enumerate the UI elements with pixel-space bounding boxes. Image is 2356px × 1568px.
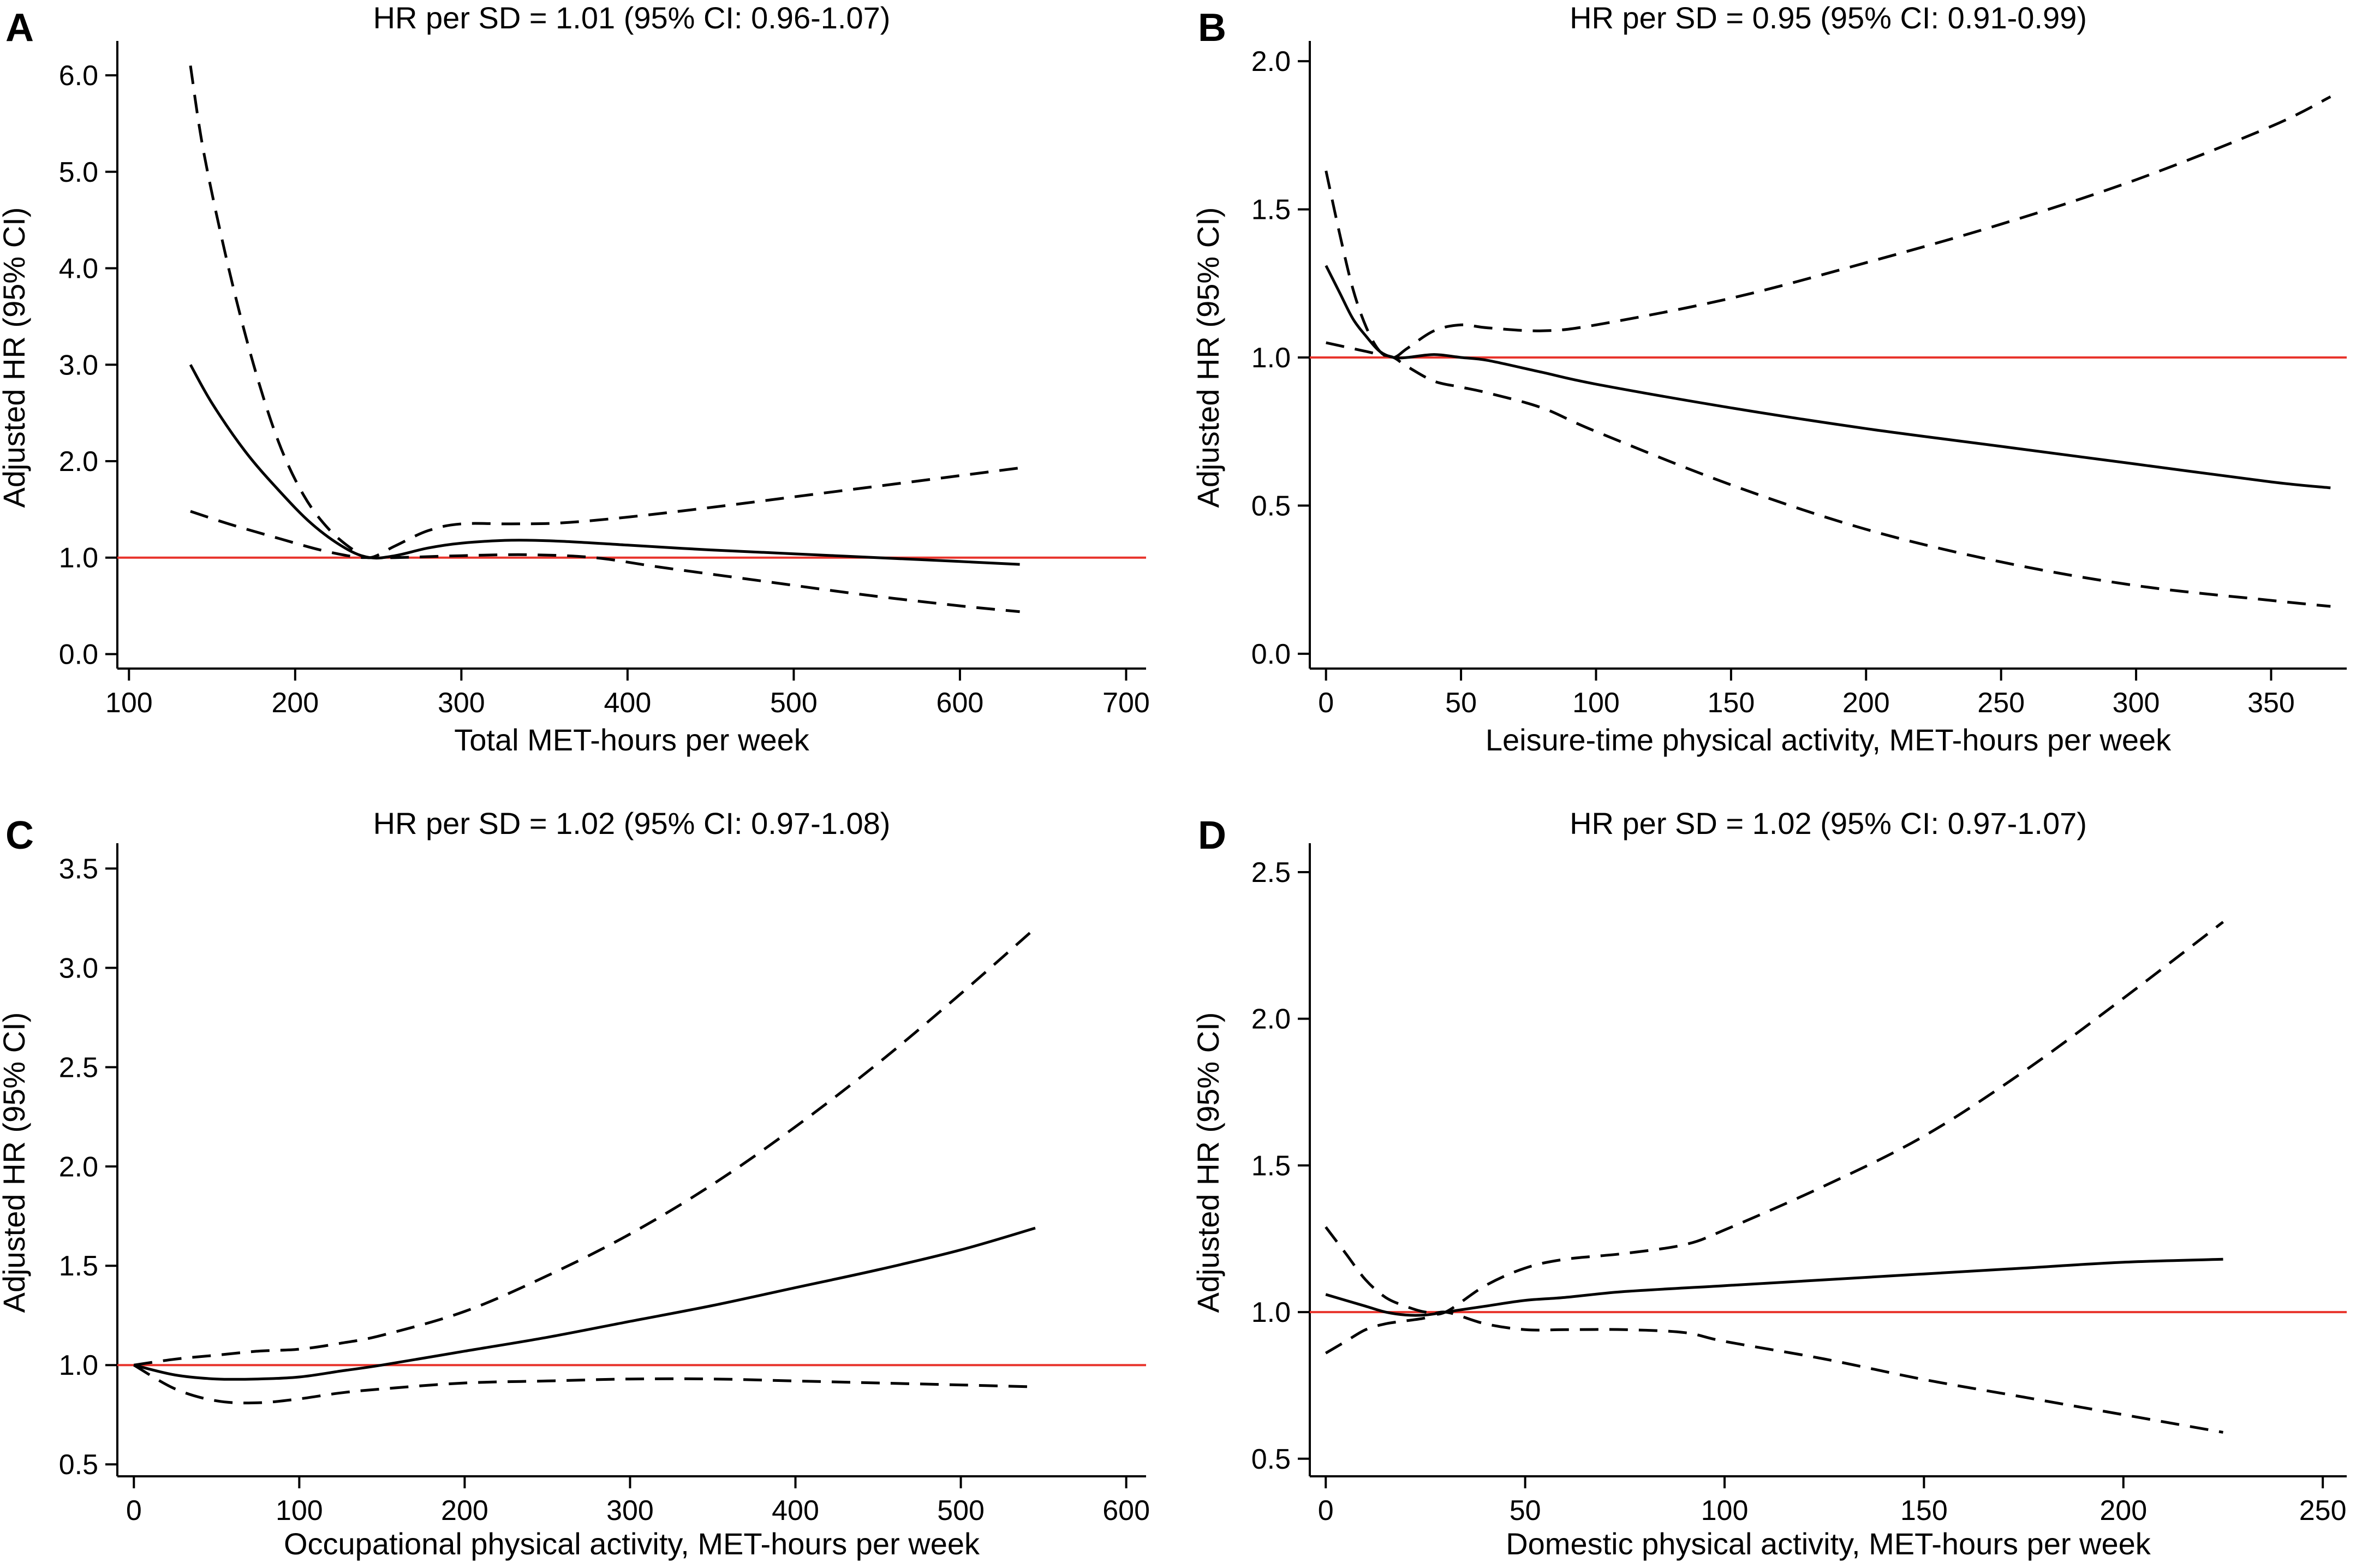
y-tick-label-c: 0.5 <box>59 1449 98 1481</box>
x-tick-label-c: 0 <box>126 1495 142 1527</box>
panel-title-c: HR per SD = 1.02 (95% CI: 0.97-1.08) <box>373 806 891 840</box>
x-tick-label-b: 0 <box>1318 687 1334 719</box>
y-axis-label-c: Adjusted HR (95% CI) <box>0 1012 31 1313</box>
lower-ci-line-b <box>1326 341 2331 608</box>
y-tick-label-d: 1.0 <box>1251 1297 1291 1328</box>
y-tick-label-d: 1.5 <box>1251 1150 1291 1182</box>
lower-ci-line-c <box>133 1364 1036 1405</box>
panel-c: C HR per SD = 1.02 (95% CI: 0.97-1.08) 0.5… <box>0 806 1150 1561</box>
x-tick-label-d: 200 <box>2099 1495 2147 1527</box>
x-tick-label-a: 600 <box>937 687 984 719</box>
hr-line-c <box>133 1226 1036 1381</box>
y-tick-label-c: 3.0 <box>59 952 98 984</box>
x-tick-label-a: 200 <box>271 687 319 719</box>
panel-a: A HR per SD = 1.01 (95% CI: 0.96-1.07) 0.0… <box>0 1 1150 757</box>
y-tick-label-b: 1.5 <box>1251 194 1291 226</box>
lower-ci-line-d <box>1325 1310 2223 1434</box>
x-tick-label-b: 100 <box>1572 687 1620 719</box>
x-tick-label-b: 150 <box>1707 687 1755 719</box>
panel-title-a: HR per SD = 1.01 (95% CI: 0.96-1.07) <box>373 1 891 35</box>
x-tick-label-c: 400 <box>772 1495 819 1527</box>
upper-ci-line-c <box>133 927 1036 1367</box>
y-tick-label-d: 0.5 <box>1251 1444 1291 1475</box>
panel-letter-a: A <box>5 6 34 50</box>
upper-ci-line-a <box>189 65 1020 559</box>
x-tick-label-d: 50 <box>1510 1495 1541 1527</box>
panel-b: B HR per SD = 0.95 (95% CI: 0.91-0.99) 0.0… <box>1191 1 2347 757</box>
lower-ci-line-a <box>190 510 1020 613</box>
y-tick-label-a: 1.0 <box>59 542 98 574</box>
x-tick-label-d: 150 <box>1900 1495 1948 1527</box>
y-tick-label-a: 2.0 <box>59 446 98 478</box>
y-tick-label-c: 2.5 <box>59 1052 98 1083</box>
hr-line-a <box>189 364 1020 566</box>
panel-d: D HR per SD = 1.02 (95% CI: 0.97-1.07) 0.5… <box>1191 806 2347 1561</box>
x-tick-label-c: 300 <box>606 1495 654 1527</box>
y-axis-label-b: Adjusted HR (95% CI) <box>1191 207 1225 508</box>
y-tick-label-c: 2.0 <box>59 1151 98 1183</box>
x-tick-label-d: 0 <box>1318 1495 1334 1527</box>
x-tick-label-c: 500 <box>937 1495 985 1527</box>
x-tick-label-b: 300 <box>2113 687 2160 719</box>
upper-ci-line-d <box>1325 921 2224 1316</box>
panel-letter-c: C <box>5 814 34 857</box>
x-tick-label-c: 200 <box>441 1495 488 1527</box>
y-tick-label-d: 2.5 <box>1251 857 1291 889</box>
panel-letter-b: B <box>1198 6 1226 50</box>
y-tick-label-c: 3.5 <box>59 853 98 885</box>
x-tick-label-c: 600 <box>1102 1495 1150 1527</box>
x-tick-label-a: 100 <box>105 687 153 719</box>
hr-line-d <box>1325 1257 2223 1317</box>
x-tick-label-b: 50 <box>1445 687 1477 719</box>
x-axis-label-a: Total MET-hours per week <box>454 723 809 757</box>
y-tick-label-c: 1.5 <box>59 1250 98 1282</box>
y-tick-label-b: 0.0 <box>1251 639 1291 670</box>
y-axis-label-a: Adjusted HR (95% CI) <box>0 207 31 508</box>
upper-ci-line-b <box>1325 96 2331 359</box>
y-tick-label-d: 2.0 <box>1251 1004 1291 1035</box>
y-tick-label-a: 4.0 <box>59 253 98 285</box>
x-tick-label-c: 100 <box>276 1495 323 1527</box>
x-tick-label-a: 700 <box>1102 687 1150 719</box>
x-tick-label-d: 250 <box>2299 1495 2347 1527</box>
x-axis-label-c: Occupational physical activity, MET-hour… <box>284 1527 980 1561</box>
y-tick-label-a: 0.0 <box>59 639 98 670</box>
y-tick-label-b: 2.0 <box>1251 46 1291 77</box>
y-tick-label-a: 3.0 <box>59 349 98 381</box>
y-tick-label-b: 0.5 <box>1251 490 1291 522</box>
y-tick-label-c: 1.0 <box>59 1350 98 1381</box>
x-axis-label-b: Leisure-time physical activity, MET-hour… <box>1486 723 2172 757</box>
x-tick-label-b: 350 <box>2247 687 2295 719</box>
y-tick-label-a: 5.0 <box>59 157 98 188</box>
panel-title-b: HR per SD = 0.95 (95% CI: 0.91-0.99) <box>1570 1 2087 35</box>
x-tick-label-a: 400 <box>604 687 652 719</box>
y-tick-label-b: 1.0 <box>1251 342 1291 374</box>
x-axis-label-d: Domestic physical activity, MET-hours pe… <box>1506 1527 2151 1561</box>
x-tick-label-a: 300 <box>438 687 485 719</box>
panel-letter-d: D <box>1198 814 1226 857</box>
y-tick-label-a: 6.0 <box>59 60 98 92</box>
y-axis-label-d: Adjusted HR (95% CI) <box>1191 1012 1225 1313</box>
x-tick-label-d: 100 <box>1701 1495 1749 1527</box>
x-tick-label-b: 200 <box>1842 687 1890 719</box>
hr-line-b <box>1325 265 2331 490</box>
panel-title-d: HR per SD = 1.02 (95% CI: 0.97-1.07) <box>1570 806 2087 840</box>
x-tick-label-a: 500 <box>770 687 818 719</box>
x-tick-label-b: 250 <box>1977 687 2025 719</box>
